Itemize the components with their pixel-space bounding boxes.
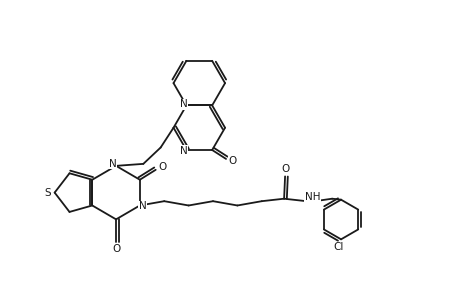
- Text: O: O: [280, 164, 289, 175]
- Text: N: N: [139, 202, 146, 212]
- Text: O: O: [158, 162, 167, 172]
- Text: O: O: [228, 156, 236, 167]
- Text: S: S: [45, 188, 51, 198]
- Text: O: O: [112, 244, 120, 254]
- Text: Cl: Cl: [333, 242, 343, 252]
- Text: NH: NH: [304, 192, 319, 202]
- Text: N: N: [179, 99, 187, 110]
- Text: N: N: [179, 146, 187, 156]
- Text: N: N: [109, 159, 117, 169]
